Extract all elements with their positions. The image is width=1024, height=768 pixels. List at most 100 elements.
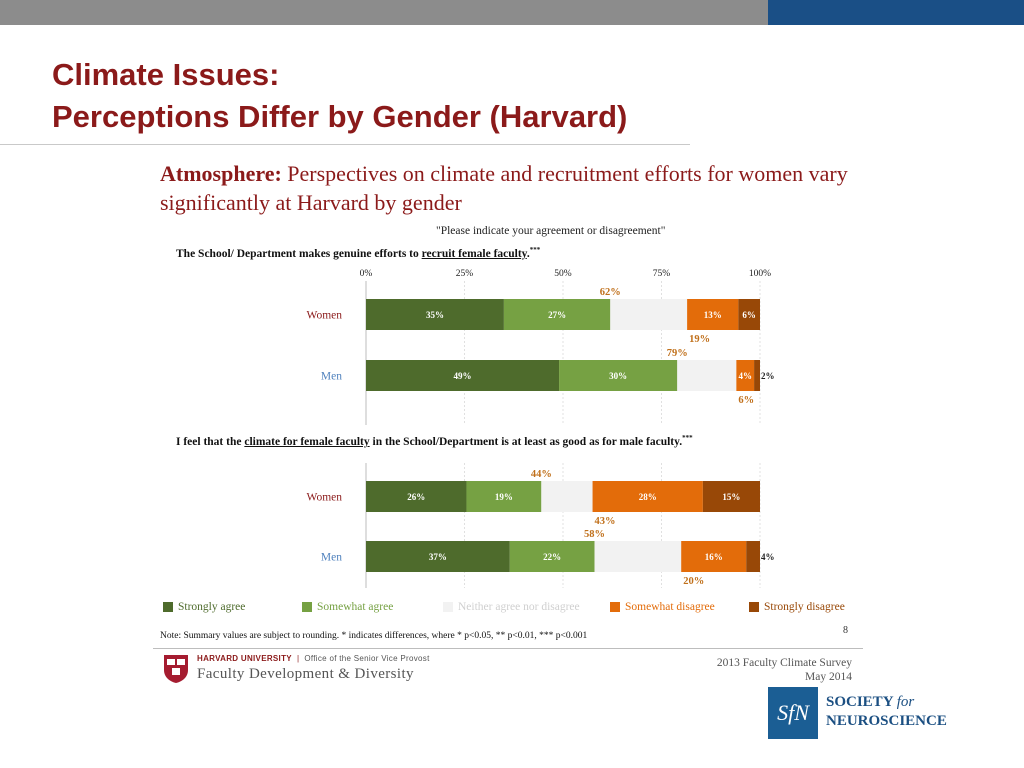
bar-value-label: 15%: [722, 492, 740, 502]
bar-segment: [746, 541, 760, 572]
axis-tick-label: 0%: [360, 269, 373, 279]
bar-value-label: 28%: [639, 492, 657, 502]
question-2-post: in the School/Department is at least as …: [369, 435, 683, 448]
bar-value-label: 22%: [543, 552, 561, 562]
sfn-neuroscience: NEUROSCIENCE: [826, 713, 947, 729]
headline-text: Perspectives on climate and recruitment …: [160, 161, 848, 215]
survey-info: 2013 Faculty Climate Survey May 2014: [717, 656, 852, 684]
sfn-society: SOCIETY: [826, 694, 897, 710]
bar-value-label: 6%: [742, 310, 756, 320]
survey-date: May 2014: [805, 671, 852, 683]
harvard-shield-icon: [164, 655, 188, 683]
axis-tick-label: 75%: [653, 269, 671, 279]
bar-value-label: 37%: [429, 552, 447, 562]
bar-value-label: 4%: [738, 371, 752, 381]
legend-swatch: [302, 602, 312, 612]
bar-segment: [592, 481, 703, 512]
legend-label: Neither agree nor disagree: [458, 601, 580, 613]
question-1-significance: ***: [529, 246, 541, 254]
agree-total-label: 79%: [667, 348, 688, 359]
bar-value-label: 19%: [495, 492, 513, 502]
bar-value-label: 2%: [761, 371, 775, 381]
sfn-logo-icon: SfN: [768, 687, 818, 739]
row-label: Men: [321, 371, 342, 383]
bar-segment: [541, 481, 593, 512]
legend-swatch: [610, 602, 620, 612]
top-bar-accent: [768, 0, 1024, 25]
question-2: I feel that the climate for female facul…: [176, 434, 693, 448]
unit-name: Faculty Development & Diversity: [197, 666, 414, 682]
bar-segment: [503, 299, 611, 330]
question-2-pre: I feel that the: [176, 435, 245, 448]
page-number: 8: [843, 625, 848, 636]
legend-item: Somewhat agree: [302, 601, 393, 613]
legend-swatch: [163, 602, 173, 612]
agree-total-label: 44%: [531, 469, 552, 480]
axis-tick-label: 25%: [456, 269, 474, 279]
bar-segment: [687, 299, 739, 330]
legend-item: Neither agree nor disagree: [443, 601, 580, 613]
office-name: Office of the Senior Vice Provost: [304, 654, 430, 663]
chart-headline: Atmosphere: Perspectives on climate and …: [160, 159, 880, 217]
bar-value-label: 26%: [407, 492, 425, 502]
legend-item: Strongly agree: [163, 601, 245, 613]
harvard-wordmark: HARVARD UNIVERSITY | Office of the Senio…: [197, 654, 430, 663]
bar-value-label: 13%: [704, 310, 722, 320]
legend-label: Strongly disagree: [764, 601, 845, 613]
title-divider: [0, 144, 690, 145]
bar-segment: [754, 360, 760, 391]
row-label: Women: [307, 310, 343, 322]
bar-value-label: 30%: [609, 371, 627, 381]
footnote: Note: Summary values are subject to roun…: [160, 631, 588, 641]
bar-segment: [702, 481, 760, 512]
axis-tick-label: 50%: [554, 269, 572, 279]
legend-label: Somewhat agree: [317, 601, 394, 613]
sfn-wordmark: SOCIETY for NEUROSCIENCE: [826, 693, 947, 731]
disagree-total-label: 43%: [595, 516, 616, 527]
question-2-significance: ***: [682, 434, 693, 442]
footer-divider: [153, 648, 863, 649]
bar-value-label: 16%: [705, 552, 723, 562]
bar-segment: [594, 541, 682, 572]
agree-total-label: 58%: [584, 529, 605, 540]
slide-title: Climate Issues: Perceptions Differ by Ge…: [52, 54, 627, 138]
bar-value-label: 49%: [454, 371, 472, 381]
bar-value-label: 27%: [548, 310, 566, 320]
bar-segment: [681, 541, 747, 572]
bar-segment: [366, 299, 504, 330]
chart-legend: Strongly agree Somewhat agree Neither agre…: [163, 601, 863, 617]
slide-title-line1: Climate Issues:: [52, 57, 280, 92]
legend-swatch: [443, 602, 453, 612]
bar-segment: [509, 541, 595, 572]
bar-segment: [366, 360, 560, 391]
bar-segment: [677, 360, 737, 391]
question-1: The School/ Department makes genuine eff…: [176, 246, 540, 260]
agree-total-label: 62%: [600, 287, 621, 298]
bar-value-label: 35%: [426, 310, 444, 320]
top-bar: [0, 0, 768, 25]
question-1-post: .: [526, 247, 530, 260]
disagree-total-label: 19%: [689, 334, 710, 345]
bar-segment: [559, 360, 678, 391]
axis-tick-label: 100%: [749, 269, 771, 279]
survey-name: 2013 Faculty Climate Survey: [716, 657, 852, 669]
legend-item: Somewhat disagree: [610, 601, 715, 613]
question-1-underlined: recruit female faculty: [421, 247, 527, 260]
legend-swatch: [749, 602, 759, 612]
university-name: HARVARD UNIVERSITY: [197, 654, 292, 663]
bar-segment: [736, 360, 755, 391]
row-label: Men: [321, 552, 342, 564]
bar-segment: [738, 299, 760, 330]
disagree-total-label: 20%: [683, 576, 704, 587]
bar-segment: [466, 481, 542, 512]
question-1-pre: The School/ Department makes genuine eff…: [176, 247, 422, 260]
sfn-for: for: [896, 694, 915, 710]
row-label: Women: [307, 492, 343, 504]
bar-segment: [366, 541, 510, 572]
question-2-underlined: climate for female faculty: [244, 435, 370, 448]
legend-item: Strongly disagree: [749, 601, 845, 613]
legend-label: Strongly agree: [178, 601, 246, 613]
legend-label: Somewhat disagree: [625, 601, 715, 613]
headline-bold: Atmosphere:: [160, 161, 282, 186]
